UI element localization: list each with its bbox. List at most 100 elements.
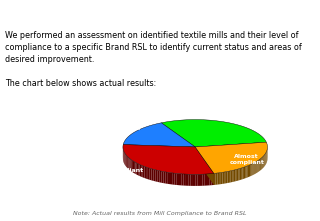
Polygon shape [198,174,200,186]
Polygon shape [265,153,266,165]
Polygon shape [258,160,259,172]
Polygon shape [132,160,133,172]
Polygon shape [191,174,193,186]
Polygon shape [248,165,249,177]
Polygon shape [228,171,229,183]
Polygon shape [261,158,262,170]
Polygon shape [186,174,188,186]
Polygon shape [257,161,258,173]
Polygon shape [264,154,265,167]
Polygon shape [172,173,174,185]
Text: DyStar: DyStar [262,8,308,21]
Polygon shape [127,156,128,168]
Text: We performed an assessment on identified textile mills and their level of
compli: We performed an assessment on identified… [5,31,301,88]
Polygon shape [134,162,135,174]
Polygon shape [256,161,257,173]
Polygon shape [255,162,256,174]
Polygon shape [155,170,157,182]
Text: Chemical Management Improvement Project: Chemical Management Improvement Project [5,10,267,20]
Polygon shape [128,157,129,169]
Polygon shape [224,172,226,184]
Polygon shape [177,173,179,185]
Polygon shape [250,164,252,176]
Polygon shape [143,166,144,178]
Polygon shape [263,156,264,168]
Polygon shape [146,167,148,179]
Polygon shape [184,174,186,186]
Polygon shape [222,172,224,184]
Polygon shape [216,173,217,185]
Polygon shape [168,172,170,184]
Polygon shape [141,165,143,177]
Polygon shape [231,170,232,182]
Polygon shape [205,174,207,186]
Polygon shape [240,168,241,180]
Polygon shape [246,166,248,178]
Polygon shape [237,169,238,181]
Polygon shape [179,174,181,185]
Polygon shape [232,170,234,182]
Polygon shape [252,163,253,175]
Text: Note: Actual results from Mill Compliance to Brand RSL: Note: Actual results from Mill Complianc… [73,211,247,216]
Polygon shape [150,168,151,180]
Polygon shape [244,167,245,179]
Polygon shape [226,171,228,183]
Polygon shape [262,156,263,169]
Polygon shape [161,120,266,147]
Polygon shape [214,173,216,185]
Polygon shape [151,169,153,181]
Polygon shape [125,154,126,167]
Polygon shape [193,174,195,186]
Polygon shape [241,168,243,180]
Polygon shape [174,173,177,185]
Polygon shape [124,152,125,165]
Polygon shape [166,172,168,184]
Polygon shape [235,169,237,181]
Polygon shape [188,174,191,186]
Polygon shape [133,161,134,173]
Polygon shape [137,163,138,175]
Polygon shape [123,145,214,174]
Text: Almost
compliant: Almost compliant [229,154,264,165]
Polygon shape [243,167,244,179]
Polygon shape [130,158,131,171]
Polygon shape [245,166,246,178]
Polygon shape [157,170,159,182]
Polygon shape [164,171,166,183]
Polygon shape [217,173,219,185]
Polygon shape [195,142,268,173]
Polygon shape [153,169,155,181]
Polygon shape [234,170,235,182]
Polygon shape [238,168,240,181]
Polygon shape [195,147,214,185]
Polygon shape [195,174,198,186]
Polygon shape [129,158,130,170]
Polygon shape [161,171,164,183]
Polygon shape [202,174,205,186]
Polygon shape [159,171,161,183]
Polygon shape [144,166,146,179]
Polygon shape [200,174,202,186]
Text: Compliant: Compliant [233,115,268,120]
Polygon shape [126,155,127,168]
Text: ➕: ➕ [302,8,308,18]
Polygon shape [260,158,261,171]
Polygon shape [135,162,137,175]
Polygon shape [249,165,250,177]
Text: Brand RSL Compliance: Brand RSL Compliance [137,94,251,103]
Polygon shape [259,159,260,171]
Polygon shape [221,172,222,184]
Polygon shape [148,168,150,180]
Polygon shape [140,164,141,177]
Text: Other: Other [122,126,142,131]
Polygon shape [195,147,214,185]
Polygon shape [212,173,214,185]
Polygon shape [170,173,172,185]
Polygon shape [229,171,231,183]
Polygon shape [253,162,255,175]
Polygon shape [181,174,184,186]
Polygon shape [219,173,221,184]
Text: Non compliant: Non compliant [92,168,143,173]
Polygon shape [209,174,212,185]
Polygon shape [123,123,195,147]
